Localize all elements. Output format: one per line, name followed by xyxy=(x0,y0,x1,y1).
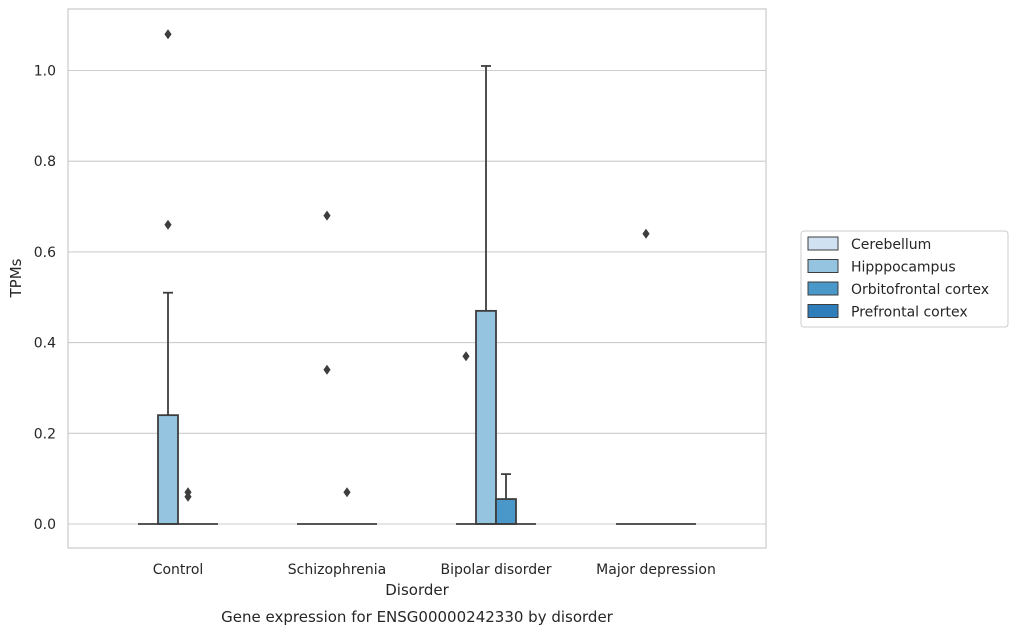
x-tick-label: Bipolar disorder xyxy=(440,562,551,578)
box-body xyxy=(157,414,179,525)
legend-swatch xyxy=(807,259,839,273)
outlier-point xyxy=(343,487,351,498)
y-tick-label: 1.0 xyxy=(34,64,56,80)
y-tick-label: 0.6 xyxy=(34,245,56,261)
plot-frame xyxy=(67,8,767,549)
legend-swatch xyxy=(807,304,839,318)
legend-swatch xyxy=(807,236,839,251)
x-axis-title: Disorder xyxy=(385,581,449,599)
legend-label: Hipppocampus xyxy=(851,260,956,276)
outlier-point xyxy=(184,487,192,498)
plot-area xyxy=(138,29,696,525)
box-orbitofrontal-cortex xyxy=(337,487,357,525)
y-tick-label: 0.8 xyxy=(34,154,56,170)
outlier-point xyxy=(164,29,172,40)
outlier-point xyxy=(164,219,172,230)
y-tick-label: 0.2 xyxy=(34,426,56,442)
box-orbitofrontal-cortex xyxy=(178,487,198,525)
legend-label: Orbitofrontal cortex xyxy=(851,282,989,298)
legend: Cerebellum Hipppocampus Orbitofrontal cort… xyxy=(800,230,1009,328)
box-hipppocampus xyxy=(475,65,497,525)
legend-frame xyxy=(800,230,1009,328)
outlier-point xyxy=(323,364,331,375)
box-hipppocampus xyxy=(157,29,179,525)
box-body xyxy=(495,498,517,525)
chart-caption: Gene expression for ENSG00000242330 by d… xyxy=(221,608,614,626)
outlier-point xyxy=(323,210,331,221)
legend-swatch xyxy=(807,281,839,296)
x-tick-label: Control xyxy=(153,562,204,578)
outlier-point xyxy=(462,351,470,362)
y-tick-label: 0.4 xyxy=(34,336,56,352)
outlier-point xyxy=(642,228,650,239)
box-hipppocampus xyxy=(636,228,656,525)
box-orbitofrontal-cortex xyxy=(495,473,517,525)
y-tick-label: 0.0 xyxy=(34,517,56,533)
box-cerebellum xyxy=(456,351,476,525)
box-body xyxy=(475,309,497,525)
x-tick-labels: Control Schizophrenia Bipolar disorder Majo… xyxy=(153,562,716,578)
box-hipppocampus xyxy=(317,210,337,525)
legend-label: Prefrontal cortex xyxy=(851,305,968,321)
y-tick-labels: 0.0 0.2 0.4 0.6 0.8 1.0 xyxy=(34,64,56,534)
legend-label: Cerebellum xyxy=(851,237,931,253)
y-axis-title: TPMs xyxy=(7,258,25,298)
x-tick-label: Schizophrenia xyxy=(288,562,386,578)
x-tick-label: Major depression xyxy=(596,562,716,578)
